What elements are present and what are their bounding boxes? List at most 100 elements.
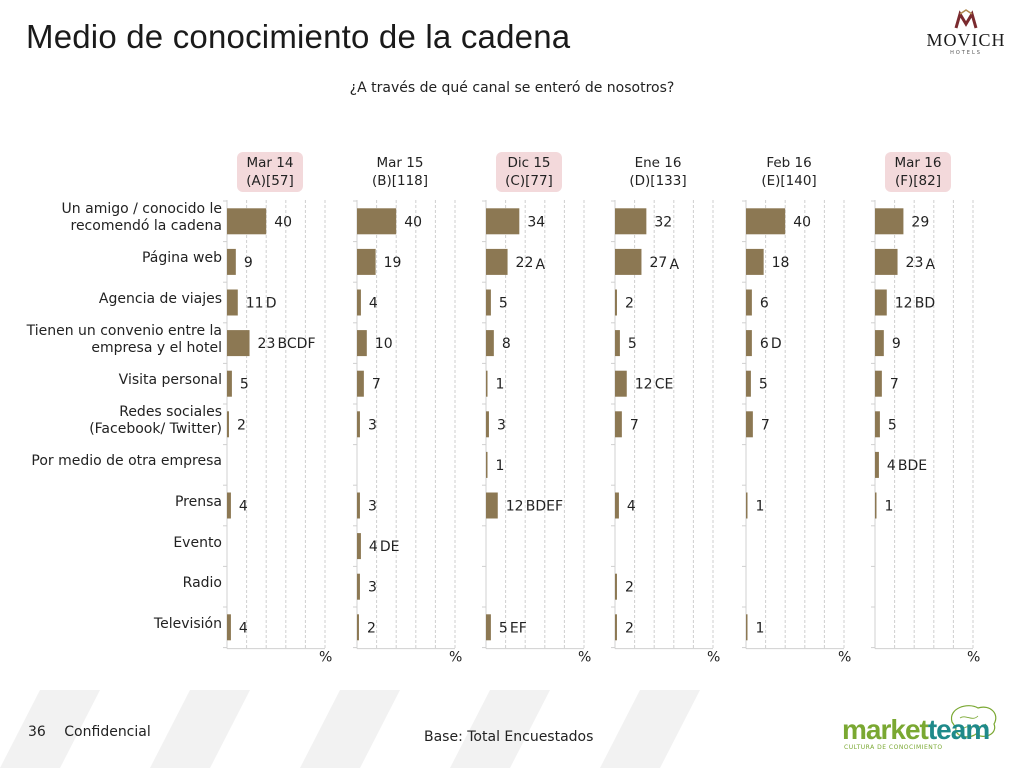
- bar: [875, 451, 879, 478]
- row-label: Prensa: [175, 494, 222, 511]
- bar: [357, 533, 361, 560]
- bar: [486, 248, 508, 275]
- bar: [227, 614, 231, 641]
- data-label: 4: [239, 620, 248, 636]
- bar: [746, 208, 786, 235]
- data-label: 8: [502, 336, 511, 352]
- bar: [357, 248, 376, 275]
- bar: [486, 492, 498, 519]
- row-label-line: Redes sociales: [119, 404, 222, 421]
- data-label: 12: [635, 377, 653, 393]
- data-label: 4: [239, 499, 248, 515]
- data-label: 32: [654, 214, 672, 230]
- data-label: 3: [368, 499, 377, 515]
- row-label: Televisión: [154, 616, 222, 633]
- bar: [357, 492, 360, 519]
- column-header-period: Mar 15: [376, 155, 424, 171]
- column-header-period: Dic 15: [507, 155, 551, 171]
- bar: [746, 492, 748, 519]
- bar: [486, 451, 488, 478]
- row-label-line: (Facebook/ Twitter): [89, 421, 222, 438]
- data-label: 7: [372, 377, 381, 393]
- data-label: 40: [404, 214, 422, 230]
- movich-logo: MOVICH HOTELS: [920, 8, 1012, 58]
- bar: [357, 330, 367, 357]
- data-label: 4: [369, 296, 378, 312]
- bar: [875, 208, 904, 235]
- data-label: 19: [384, 255, 402, 271]
- bar: [227, 208, 267, 235]
- bar: [486, 370, 488, 397]
- row-label-line: Tienen un convenio entre la: [26, 323, 222, 340]
- data-label: 2: [237, 417, 246, 433]
- data-label: 2: [367, 620, 376, 636]
- base-note: Base: Total Encuestados: [424, 729, 594, 745]
- data-label: 23: [258, 336, 276, 352]
- brain-icon: [950, 705, 997, 738]
- data-label: 9: [892, 336, 901, 352]
- axis-unit-label: %: [449, 650, 462, 666]
- row-label-line: Por medio de otra empresa: [31, 453, 222, 470]
- significance-label: BCDF: [278, 336, 316, 352]
- bar: [357, 289, 361, 316]
- row-label: Redes sociales (Facebook/ Twitter): [89, 404, 222, 438]
- column-header-base: (C)[77]: [505, 173, 553, 189]
- row-label: Visita personal: [119, 372, 222, 389]
- row-label-line: Radio: [182, 575, 222, 592]
- bar: [486, 208, 520, 235]
- data-label: 1: [756, 499, 765, 515]
- data-label: 2: [625, 580, 634, 596]
- confidential-label: Confidencial: [64, 724, 151, 740]
- data-label: 5: [759, 377, 768, 393]
- column-header: Mar 14 (A)[57]: [237, 152, 303, 192]
- bar: [875, 411, 880, 438]
- data-label: 29: [911, 214, 929, 230]
- page-title: Medio de conocimiento de la cadena: [26, 18, 571, 55]
- data-label: 1: [885, 499, 894, 515]
- bar: [875, 289, 887, 316]
- bar: [746, 289, 752, 316]
- bar: [875, 330, 884, 357]
- bar: [615, 248, 642, 275]
- data-label: 1: [756, 620, 765, 636]
- movich-emblem-icon: [954, 9, 978, 29]
- row-label: Radio: [183, 575, 222, 592]
- footer-left: 36 Confidencial: [28, 724, 165, 740]
- axis-unit-label: %: [319, 650, 332, 666]
- marketteam-wordmark: marketteam: [842, 714, 990, 746]
- bar: [357, 208, 397, 235]
- row-label: Página web: [142, 250, 222, 267]
- marketteam-logo: marketteam CULTURA DE CONOCIMIENTO: [840, 700, 1000, 756]
- data-label: 7: [761, 417, 770, 433]
- data-label: 40: [793, 214, 811, 230]
- marketteam-tagline: CULTURA DE CONOCIMIENTO: [844, 744, 943, 751]
- bar: [746, 614, 748, 641]
- row-label: Tienen un convenio entre la empresa y el …: [27, 323, 222, 357]
- significance-label: BD: [915, 296, 935, 312]
- bar: [486, 614, 491, 641]
- bar: [357, 411, 360, 438]
- data-label: 3: [368, 580, 377, 596]
- column-header-period: Mar 14: [246, 155, 294, 171]
- data-label: 5: [499, 296, 508, 312]
- column-header-period: Feb 16: [766, 155, 812, 171]
- bar: [227, 492, 231, 519]
- data-label: 6: [760, 296, 769, 312]
- bar: [615, 289, 617, 316]
- bar: [615, 573, 617, 600]
- row-label-line: Prensa: [174, 494, 222, 510]
- column-header-period: Mar 16: [894, 155, 942, 171]
- row-label: Por medio de otra empresa: [31, 453, 222, 470]
- data-label: 4: [887, 458, 896, 474]
- data-label: 3: [368, 417, 377, 433]
- bar: [486, 330, 494, 357]
- bar: [746, 248, 764, 275]
- bar: [615, 614, 617, 641]
- significance-label: BDE: [898, 458, 927, 474]
- data-label: 9: [244, 255, 253, 271]
- bar: [227, 248, 236, 275]
- data-label: 5: [499, 620, 508, 636]
- chart-subtitle: ¿A través de qué canal se enteró de noso…: [349, 80, 675, 96]
- significance-label: CE: [655, 377, 674, 393]
